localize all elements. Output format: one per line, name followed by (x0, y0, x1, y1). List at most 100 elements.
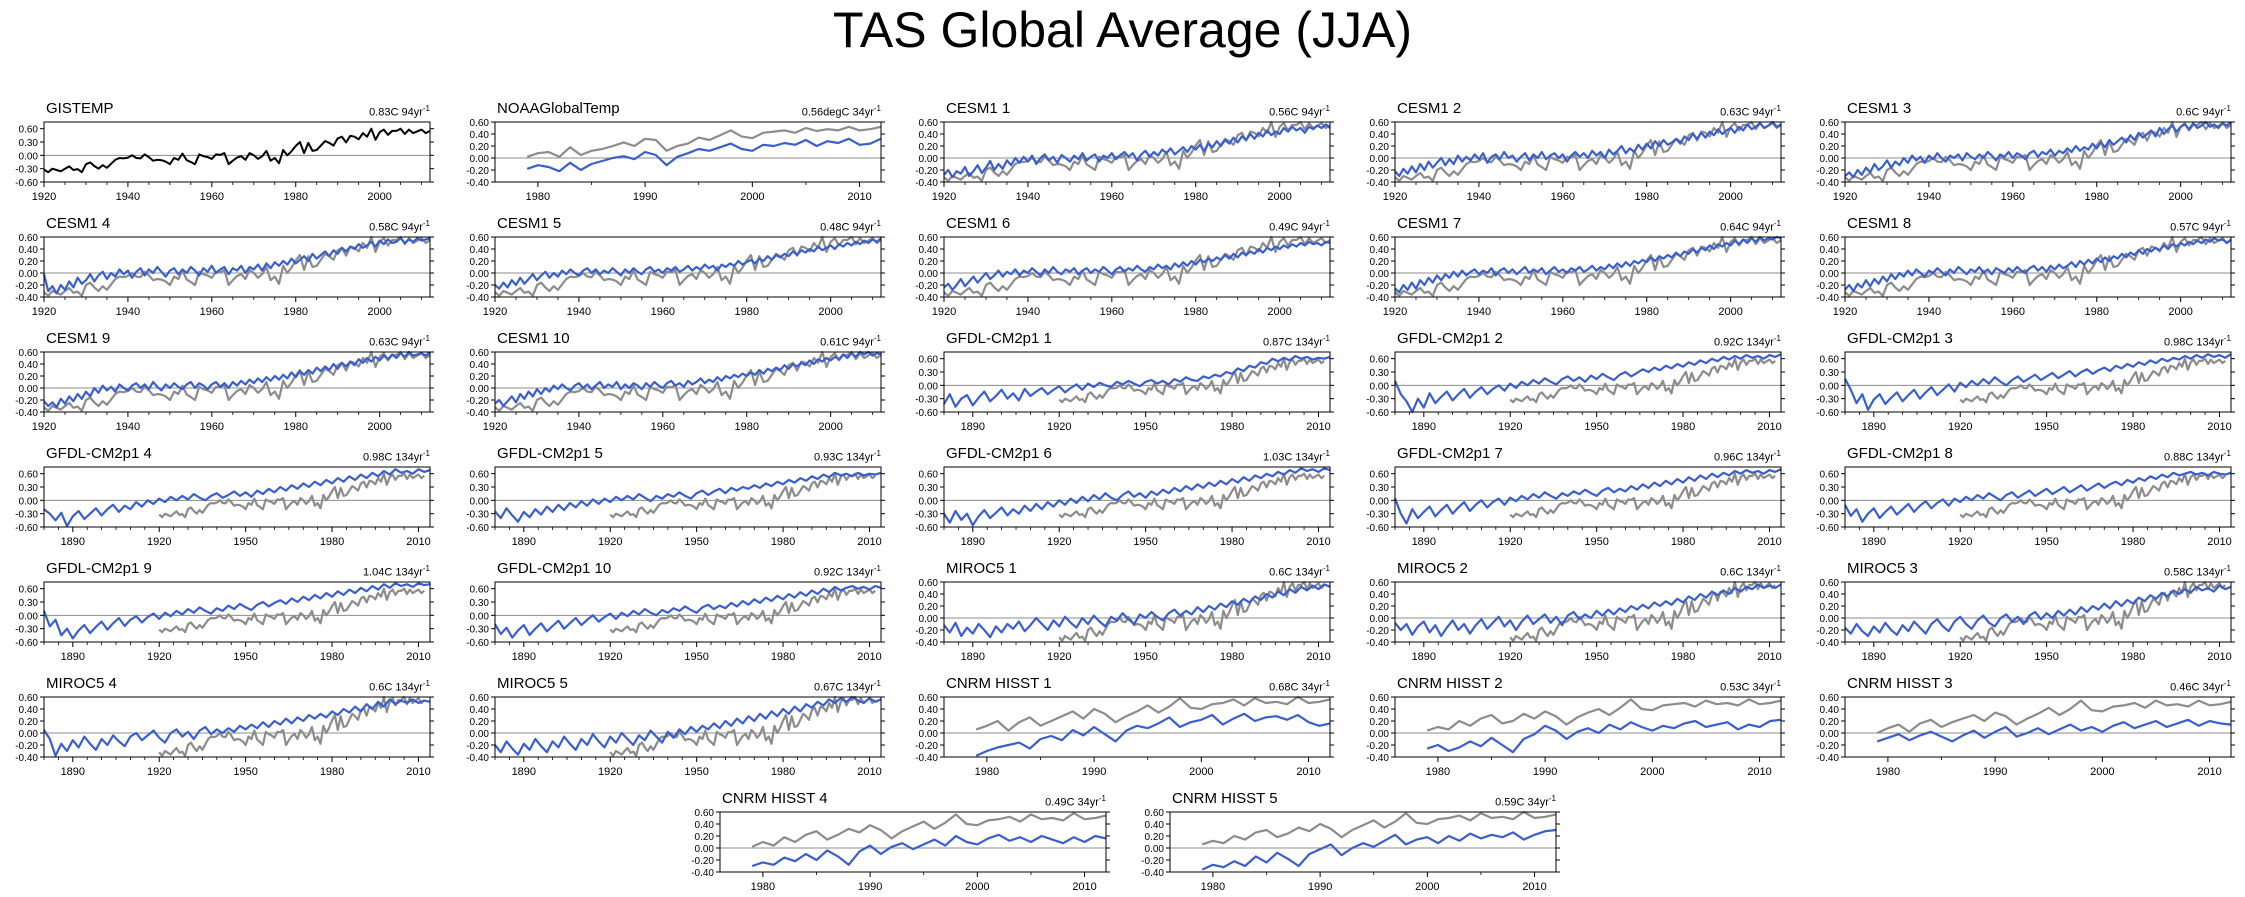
x-tick-label: 1920 (1047, 536, 1071, 548)
x-tick-label: 1980 (751, 881, 775, 893)
y-tick-label: 0.20 (919, 602, 939, 613)
x-tick-label: 1890 (61, 651, 85, 663)
y-tick-label: -0.30 (15, 625, 38, 636)
chart-panel: CESM1 8 0.57C 94yr-1 1920 1940 1960 1980 2000 0… (1816, 215, 2235, 318)
y-tick-label: -0.30 (15, 165, 38, 176)
y-tick-label: 0.40 (1370, 705, 1390, 716)
x-tick-label: 1980 (283, 191, 307, 203)
y-tick-label: -0.20 (466, 741, 489, 752)
y-tick-label: -0.30 (915, 395, 938, 406)
x-tick-label: 1920 (1047, 651, 1071, 663)
x-tick-label: 1950 (1584, 651, 1608, 663)
trend-exponent: -1 (1773, 104, 1781, 113)
trend-exponent: -1 (1322, 334, 1330, 343)
x-tick-label: 1920 (932, 306, 956, 318)
y-tick-label: -0.20 (915, 166, 938, 177)
x-tick-label: 2010 (1757, 651, 1781, 663)
x-tick-label: 1980 (1671, 651, 1695, 663)
x-tick-label: 1940 (1467, 191, 1491, 203)
trend-value: 1.04C 134yr (362, 566, 423, 579)
plot-frame (43, 121, 431, 183)
y-tick-label: -0.60 (15, 638, 38, 649)
model-series-line (526, 137, 882, 173)
y-tick-label: 0.40 (919, 590, 939, 601)
reference-series-line (1394, 120, 1782, 182)
y-tick-label: -0.20 (1816, 626, 1839, 637)
x-tick-label: 1960 (1551, 306, 1575, 318)
x-tick-label: 1990 (858, 881, 882, 893)
y-tick-label: 0.60 (1370, 118, 1390, 129)
y-tick-label: 0.60 (1370, 233, 1390, 244)
chart-svg: 1920 1940 1960 1980 2000 0.600.400.200.00-0.2… (1816, 118, 2235, 203)
y-tick-label: 0.40 (470, 245, 490, 256)
y-tick-label: 0.00 (470, 729, 490, 740)
panel-title: MIROC5 2 (1397, 560, 1468, 577)
chart-panel: CNRM HISST 4 0.49C 34yr-1 1980 1990 2000 2010… (691, 790, 1110, 893)
trend-label: 0.49C 94yr-1 (1269, 219, 1330, 234)
y-tick-label: 0.40 (1145, 820, 1165, 831)
y-tick-label: -0.20 (1366, 626, 1389, 637)
x-tick-label: 1920 (1948, 651, 1972, 663)
plot-frame (43, 581, 431, 643)
x-tick-label: 1920 (147, 536, 171, 548)
plot-frame (1844, 351, 2232, 413)
y-tick-label: -0.20 (1366, 741, 1389, 752)
x-tick-label: 1980 (283, 421, 307, 433)
x-tick-label: 1890 (1862, 651, 1886, 663)
panel-title: CESM1 1 (946, 100, 1011, 117)
trend-value: 0.58C 134yr (2163, 566, 2224, 579)
y-tick-label: 0.60 (470, 693, 490, 704)
x-tick-label: 1960 (2001, 306, 2025, 318)
model-series-line (42, 582, 431, 640)
x-tick-label: 1950 (1584, 536, 1608, 548)
chart-panel: CESM1 1 0.56C 94yr-1 1920 1940 1960 1980 2000 0… (915, 100, 1334, 203)
x-tick-label: 1980 (1201, 881, 1225, 893)
plot-frame (1844, 466, 2232, 528)
y-tick-label: -0.40 (1366, 178, 1389, 189)
x-tick-label: 1940 (116, 421, 140, 433)
trend-label: 0.98C 134yr-1 (363, 449, 430, 464)
trend-value: 1.03C 134yr (1262, 451, 1323, 464)
y-tick-label: 0.30 (1370, 368, 1390, 379)
x-tick-label: 2010 (406, 766, 430, 778)
x-tick-label: 1920 (1833, 306, 1857, 318)
chart-svg: 1980 1990 2000 2010 0.600.400.200.00-0.20-0.… (1141, 808, 1560, 893)
x-tick-label: 1980 (1220, 651, 1244, 663)
panel-title: CESM1 6 (946, 215, 1011, 232)
x-tick-label: 1980 (283, 306, 307, 318)
trend-label: 0.63C 94yr-1 (1720, 104, 1781, 119)
y-tick-label: -0.60 (15, 178, 38, 189)
x-tick-label: 1950 (684, 766, 708, 778)
chart-panel: GFDL-CM2p1 9 1.04C 134yr-1 1890 1920 1950 198… (15, 560, 434, 663)
trend-exponent: -1 (422, 104, 430, 113)
panel-title: CESM1 8 (1847, 215, 1912, 232)
trend-label: 0.63C 94yr-1 (369, 334, 430, 349)
reference-series-line (1509, 472, 1776, 519)
y-tick-label: 0.60 (919, 578, 939, 589)
x-tick-label: 2000 (1640, 766, 1664, 778)
trend-label: 0.6C 134yr-1 (1269, 564, 1330, 579)
x-tick-label: 1980 (1220, 536, 1244, 548)
x-tick-label: 1950 (1584, 421, 1608, 433)
y-tick-label: 0.20 (1370, 717, 1390, 728)
model-series-line (751, 833, 1107, 868)
reference-series-line (1509, 580, 1777, 642)
x-tick-label: 1890 (961, 536, 985, 548)
trend-exponent: -1 (1773, 679, 1781, 688)
x-tick-label: 1920 (147, 766, 171, 778)
chart-svg: 1890 1920 1950 1980 2010 0.60 0.30 0.00 -0.30 -0.… (466, 581, 885, 663)
trend-label: 0.59C 34yr-1 (1495, 794, 1556, 809)
x-tick-label: 1920 (32, 306, 56, 318)
x-tick-label: 1980 (320, 536, 344, 548)
trend-exponent: -1 (873, 564, 881, 573)
y-tick-label: 0.00 (470, 384, 490, 395)
x-tick-label: 1890 (1862, 421, 1886, 433)
panel-title: CNRM HISST 1 (946, 675, 1052, 692)
y-tick-label: 0.00 (1370, 729, 1390, 740)
reference-series-line (1509, 357, 1776, 404)
panel-title: MIROC5 1 (946, 560, 1017, 577)
trend-value: 0.63C 94yr (1720, 106, 1774, 119)
reference-series-line (494, 235, 882, 297)
x-tick-label: 1980 (1183, 191, 1207, 203)
y-tick-label: 0.00 (19, 611, 39, 622)
